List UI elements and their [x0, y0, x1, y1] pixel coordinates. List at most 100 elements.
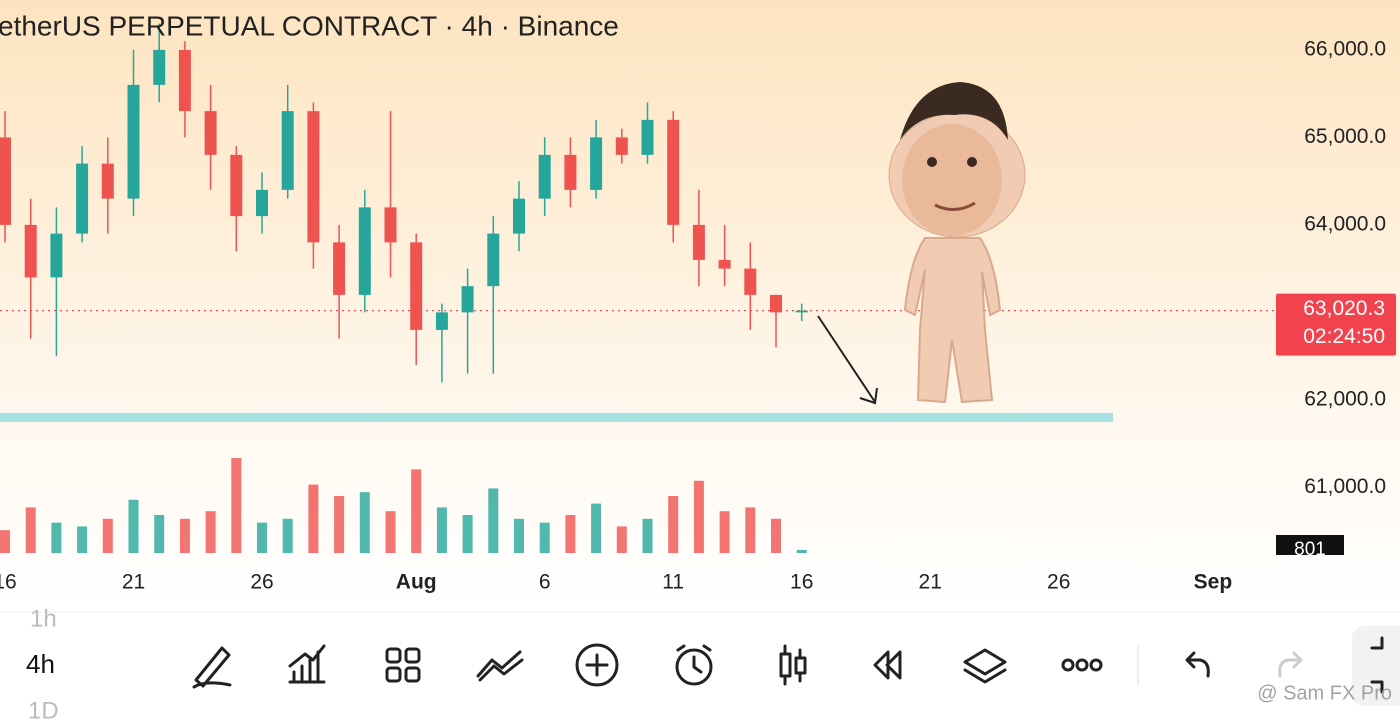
- candle-body: [127, 84, 140, 199]
- volume-bar: [642, 518, 653, 553]
- candle-body: [333, 242, 346, 295]
- x-tick-label: 6: [539, 571, 551, 594]
- candle-body: [230, 154, 243, 217]
- volume-bar: [179, 518, 190, 553]
- volume-bar: [257, 522, 267, 553]
- compare[interactable]: [476, 650, 524, 682]
- alert[interactable]: [675, 644, 713, 686]
- layers[interactable]: [963, 648, 1007, 684]
- y-tick-label: 64,000.0: [1304, 212, 1386, 235]
- draw-tool[interactable]: [192, 646, 232, 689]
- candle-body: [744, 268, 757, 295]
- plot: 66,000.0 65,000.0 64,000.0 62,000.0 61,000.0…: [0, 23, 1396, 594]
- candle-body: [307, 111, 320, 243]
- price-label-box: [1276, 293, 1396, 356]
- interval-button[interactable]: 1D: [28, 697, 59, 724]
- volume-bar: [462, 515, 473, 553]
- volume-bar: [693, 480, 704, 553]
- volume-bar: [128, 499, 139, 553]
- interval-button[interactable]: 1h: [30, 605, 57, 632]
- fullscreen-button[interactable]: [1352, 626, 1400, 706]
- candle-body: [692, 224, 705, 260]
- candle-body: [76, 163, 89, 234]
- add[interactable]: [575, 643, 619, 687]
- candle-body: [590, 137, 603, 190]
- volume-label: 801: [1294, 539, 1326, 560]
- candle-body: [50, 233, 63, 278]
- x-tick-label: 16: [790, 571, 813, 594]
- cartoon-figure: [888, 82, 1026, 404]
- volume-bar: [591, 503, 602, 553]
- volume-bar: [154, 515, 165, 553]
- volume-bar: [411, 469, 422, 553]
- candle-body: [718, 259, 731, 269]
- x-tick-label: 26: [250, 571, 273, 594]
- x-tick-label: 21: [122, 571, 145, 594]
- candle-body: [178, 49, 191, 112]
- volume-bar: [231, 458, 242, 553]
- watermark: @ Sam FX Pro: [1257, 682, 1392, 704]
- volume-bar: [0, 530, 10, 553]
- volume-bar: [282, 518, 293, 553]
- candle-body: [204, 111, 217, 155]
- countdown: 02:24:50: [1303, 325, 1385, 348]
- volume-bar: [668, 496, 679, 553]
- x-tick-label: 11: [662, 571, 684, 594]
- volume-bar: [745, 507, 756, 553]
- x-tick-label: 16: [0, 571, 17, 594]
- replay[interactable]: [873, 650, 902, 680]
- chart-title: etherUS PERPETUAL CONTRACT · 4h · Binanc…: [0, 10, 619, 41]
- candle-body: [795, 310, 808, 313]
- candle-body: [538, 154, 551, 199]
- candle-body: [435, 312, 448, 330]
- y-tick-label: 66,000.0: [1304, 37, 1386, 60]
- candle-body: [384, 207, 397, 243]
- candle-body: [513, 198, 525, 234]
- volume-bar: [436, 507, 447, 553]
- volume-bar: [334, 496, 345, 553]
- volume-bar: [205, 511, 216, 553]
- candle-body: [358, 207, 371, 295]
- redo[interactable]: [1278, 651, 1303, 678]
- x-tick-label: 21: [919, 571, 942, 594]
- arrow: [817, 315, 878, 405]
- candle-body: [410, 242, 423, 330]
- templates[interactable]: [385, 647, 421, 683]
- candle-body: [281, 111, 294, 190]
- fullscreen-icon: [1370, 636, 1384, 694]
- undo[interactable]: [1185, 651, 1210, 678]
- volume-bar: [308, 484, 319, 553]
- y-tick-label: 65,000.0: [1304, 125, 1386, 148]
- x-tick-label: 26: [1047, 571, 1070, 594]
- candle-body: [487, 233, 500, 287]
- volume-bar: [77, 526, 88, 553]
- candle-body: [0, 137, 11, 225]
- volume-bar: [514, 518, 524, 553]
- more[interactable]: [1061, 658, 1103, 672]
- y-tick-label: 62,000.0: [1304, 387, 1386, 410]
- candle-body: [770, 294, 782, 313]
- volume-bar: [719, 511, 730, 553]
- toolbar: 1h 4h 1D: [26, 605, 1400, 724]
- chart-style[interactable]: [779, 644, 807, 686]
- candle-body: [153, 49, 166, 85]
- x-tick-label: Sep: [1194, 571, 1233, 594]
- interval-button[interactable]: 4h: [26, 649, 55, 679]
- volume-bar: [488, 488, 499, 553]
- volume-bar: [565, 515, 576, 553]
- candle-body: [461, 286, 474, 313]
- candle-body: [24, 224, 37, 278]
- volume-bar: [25, 507, 36, 553]
- volume-bar: [102, 518, 113, 553]
- volume-bar: [385, 511, 396, 553]
- price-label: 63,020.3: [1303, 297, 1385, 320]
- candle-body: [101, 163, 114, 199]
- volume-bar: [796, 549, 807, 553]
- candle-body: [615, 137, 628, 155]
- candle-body: [641, 119, 654, 155]
- volume-bar: [359, 492, 370, 553]
- candle-body: [256, 189, 268, 217]
- indicators[interactable]: [288, 644, 326, 684]
